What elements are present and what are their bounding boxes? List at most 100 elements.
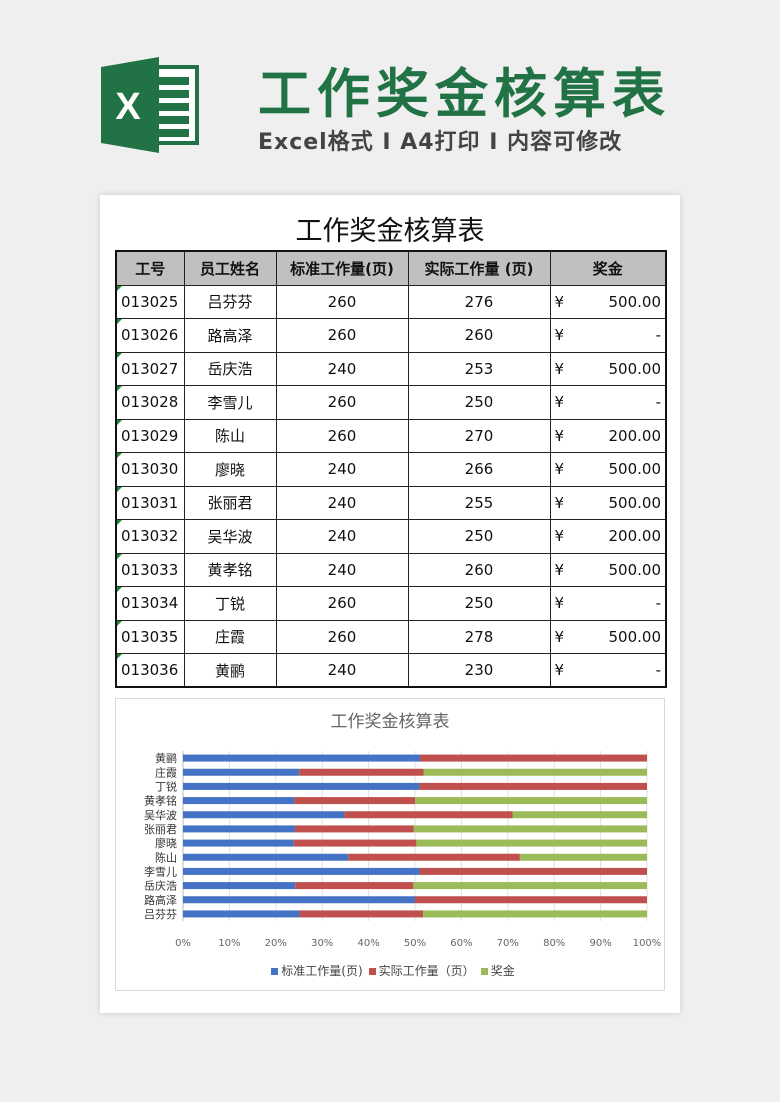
x-tick-label: 40% bbox=[357, 938, 379, 949]
y-category-label: 陈山 bbox=[155, 850, 177, 864]
standard-workload-cell[interactable]: 240 bbox=[275, 653, 409, 688]
currency-symbol: ¥ bbox=[554, 359, 565, 378]
name-cell[interactable]: 岳庆浩 bbox=[183, 351, 277, 386]
x-tick-label: 0% bbox=[175, 938, 191, 949]
actual-workload-cell[interactable]: 260 bbox=[407, 552, 551, 587]
standard-workload-cell[interactable]: 240 bbox=[275, 452, 409, 487]
bar-segment bbox=[512, 811, 647, 819]
bonus-cell[interactable]: ¥ - bbox=[549, 385, 667, 420]
bonus-value: 500.00 bbox=[608, 493, 662, 512]
employee-id-cell[interactable]: 013034 bbox=[115, 586, 185, 621]
chart-title: 工作奖金核算表 bbox=[330, 712, 450, 732]
currency-symbol: ¥ bbox=[554, 393, 565, 412]
x-tick-label: 50% bbox=[404, 938, 426, 949]
standard-workload-cell[interactable]: 240 bbox=[275, 519, 409, 554]
legend-swatch bbox=[480, 968, 488, 975]
legend-swatch bbox=[271, 968, 279, 975]
y-category-label: 丁锐 bbox=[155, 779, 177, 793]
bar-segment bbox=[183, 867, 420, 875]
actual-workload-cell[interactable]: 253 bbox=[407, 351, 551, 386]
bonus-cell[interactable]: ¥200.00 bbox=[549, 418, 667, 453]
actual-workload-cell[interactable]: 250 bbox=[407, 385, 551, 420]
y-category-label: 庄霞 bbox=[155, 765, 177, 779]
employee-id-cell[interactable]: 013033 bbox=[115, 552, 185, 587]
bonus-cell[interactable]: ¥ - bbox=[549, 318, 667, 353]
bar-segment bbox=[413, 825, 647, 833]
bonus-cell[interactable]: ¥200.00 bbox=[549, 519, 667, 554]
bar-segment bbox=[348, 853, 520, 861]
standard-workload-cell[interactable]: 260 bbox=[275, 418, 409, 453]
name-cell[interactable]: 庄霞 bbox=[183, 619, 277, 654]
actual-workload-cell[interactable]: 255 bbox=[407, 485, 551, 520]
bar-segment bbox=[519, 853, 647, 861]
table-row: 013028 李雪儿 260 250 ¥ - bbox=[115, 385, 667, 420]
bonus-cell[interactable]: ¥500.00 bbox=[549, 351, 667, 386]
bar-segment bbox=[294, 825, 414, 833]
name-cell[interactable]: 张丽君 bbox=[183, 485, 277, 520]
employee-id-cell[interactable]: 013027 bbox=[115, 351, 185, 386]
bonus-cell[interactable]: ¥500.00 bbox=[549, 452, 667, 487]
name-cell[interactable]: 黄鹂 bbox=[183, 653, 277, 688]
employee-id-cell[interactable]: 013035 bbox=[115, 619, 185, 654]
y-category-label: 黄鹂 bbox=[155, 751, 177, 765]
x-tick-label: 80% bbox=[543, 938, 565, 949]
bonus-cell[interactable]: ¥ - bbox=[549, 586, 667, 621]
actual-workload-cell[interactable]: 276 bbox=[407, 284, 551, 319]
excel-logo-icon: X bbox=[101, 57, 199, 153]
currency-symbol: ¥ bbox=[554, 326, 565, 345]
bonus-table: 工号 员工姓名 标准工作量(页) 实际工作量 (页) 奖金 013025 吕芬芬 260 27… bbox=[115, 250, 667, 688]
employee-id-cell[interactable]: 013036 bbox=[115, 653, 185, 688]
y-category-label: 张丽君 bbox=[144, 823, 177, 836]
bar-segment bbox=[423, 768, 647, 776]
actual-workload-cell[interactable]: 250 bbox=[407, 519, 551, 554]
employee-id-cell[interactable]: 013031 bbox=[115, 485, 185, 520]
standard-workload-cell[interactable]: 260 bbox=[275, 318, 409, 353]
standard-workload-cell[interactable]: 240 bbox=[275, 552, 409, 587]
name-cell[interactable]: 李雪儿 bbox=[183, 385, 277, 420]
bonus-cell[interactable]: ¥500.00 bbox=[549, 619, 667, 654]
actual-workload-cell[interactable]: 270 bbox=[407, 418, 551, 453]
actual-workload-cell[interactable]: 260 bbox=[407, 318, 551, 353]
standard-workload-cell[interactable]: 260 bbox=[275, 586, 409, 621]
bonus-value: 200.00 bbox=[608, 426, 662, 445]
standard-workload-cell[interactable]: 260 bbox=[275, 385, 409, 420]
actual-workload-cell[interactable]: 278 bbox=[407, 619, 551, 654]
actual-workload-cell[interactable]: 250 bbox=[407, 586, 551, 621]
bonus-cell[interactable]: ¥ - bbox=[549, 653, 667, 688]
name-cell[interactable]: 黄孝铭 bbox=[183, 552, 277, 587]
column-header: 标准工作量(页) bbox=[275, 250, 409, 286]
employee-id-cell[interactable]: 013025 bbox=[115, 284, 185, 319]
employee-id-cell[interactable]: 013026 bbox=[115, 318, 185, 353]
standard-workload-cell[interactable]: 240 bbox=[275, 485, 409, 520]
bonus-cell[interactable]: ¥500.00 bbox=[549, 284, 667, 319]
currency-symbol: ¥ bbox=[554, 594, 565, 613]
y-category-label: 廖晓 bbox=[155, 836, 177, 850]
standard-workload-cell[interactable]: 260 bbox=[275, 619, 409, 654]
y-category-label: 路高泽 bbox=[144, 893, 177, 907]
employee-id-cell[interactable]: 013030 bbox=[115, 452, 185, 487]
bonus-value: 200.00 bbox=[608, 527, 662, 546]
name-cell[interactable]: 路高泽 bbox=[183, 318, 277, 353]
standard-workload-cell[interactable]: 260 bbox=[275, 284, 409, 319]
standard-workload-cell[interactable]: 240 bbox=[275, 351, 409, 386]
page-subtitle: Excel格式 I A4打印 I 内容可修改 bbox=[258, 130, 623, 155]
actual-workload-cell[interactable]: 266 bbox=[407, 452, 551, 487]
employee-id-cell[interactable]: 013028 bbox=[115, 385, 185, 420]
bonus-value: - bbox=[655, 661, 661, 679]
actual-workload-cell[interactable]: 230 bbox=[407, 653, 551, 688]
name-cell[interactable]: 陈山 bbox=[183, 418, 277, 453]
bar-segment bbox=[294, 797, 415, 805]
employee-id-cell[interactable]: 013029 bbox=[115, 418, 185, 453]
bonus-cell[interactable]: ¥500.00 bbox=[549, 485, 667, 520]
table-row: 013030 廖晓 240 266 ¥500.00 bbox=[115, 452, 667, 487]
x-tick-label: 10% bbox=[218, 938, 240, 949]
name-cell[interactable]: 吕芬芬 bbox=[183, 284, 277, 319]
name-cell[interactable]: 廖晓 bbox=[183, 452, 277, 487]
name-cell[interactable]: 吴华波 bbox=[183, 519, 277, 554]
name-cell[interactable]: 丁锐 bbox=[183, 586, 277, 621]
bonus-chart: 工作奖金核算表 0% 10% 20% 30% 40% 50% 60% 70% 80% 90% 100… bbox=[115, 698, 665, 991]
bonus-cell[interactable]: ¥500.00 bbox=[549, 552, 667, 587]
employee-id-cell[interactable]: 013032 bbox=[115, 519, 185, 554]
bar-segment bbox=[415, 896, 647, 904]
table-row: 013035 庄霞 260 278 ¥500.00 bbox=[115, 619, 667, 654]
